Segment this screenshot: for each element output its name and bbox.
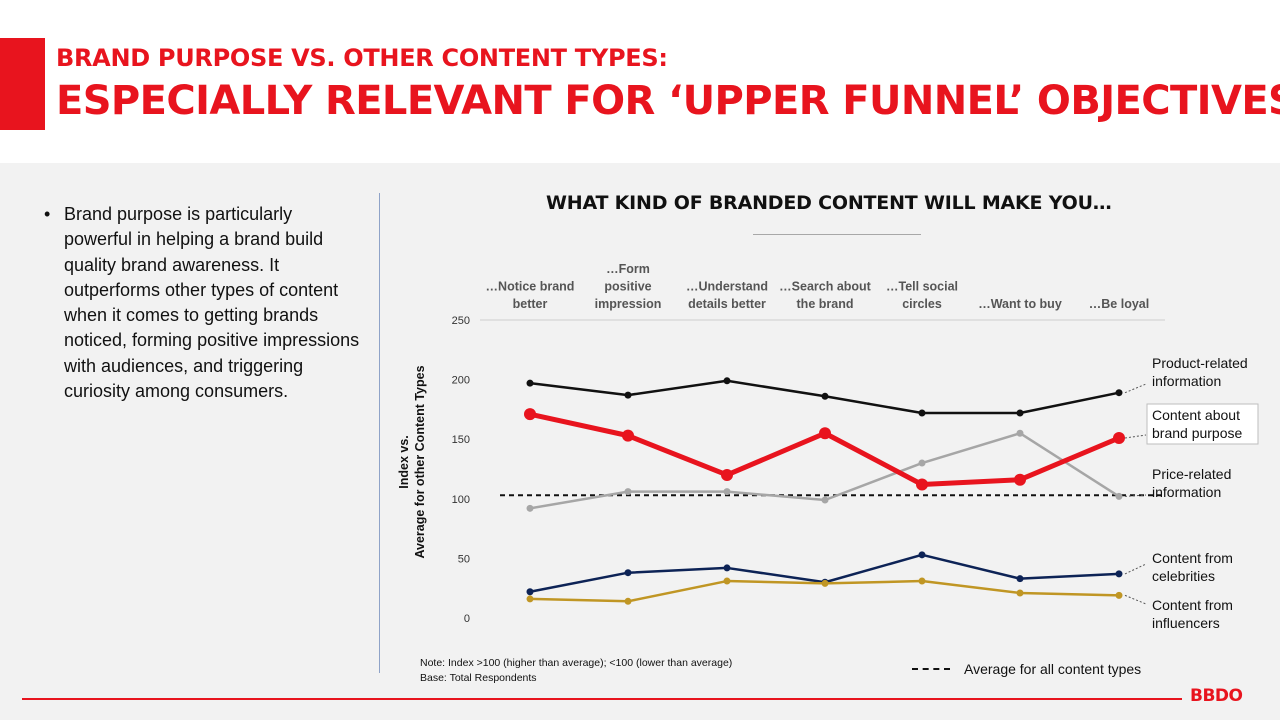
data-point-s3 [1115,570,1123,578]
series-label: Content about brand purpose [1152,407,1243,441]
category-label: …Want to buy [978,297,1062,311]
data-point-s0 [918,409,926,417]
series-line-1 [529,411,1120,487]
category-label: …Notice brand better [486,280,575,312]
header-band: BRAND PURPOSE VS. OTHER CONTENT TYPES: E… [0,0,1280,163]
data-point-s4 [918,577,926,585]
data-point-s0 [624,391,632,399]
data-point-s2 [1115,492,1123,500]
y-tick-label: 200 [452,375,470,387]
category-label: …Tell social circles [886,280,958,312]
data-point-s1 [1113,432,1125,445]
data-point-s0 [526,379,534,387]
legend-average: Average for all content types [912,661,1141,677]
legend-average-label: Average for all content types [964,661,1142,677]
series-label: Content from influencers [1152,597,1233,631]
bbdo-logo: BBDO [1190,686,1243,706]
category-label: …Search about the brand [779,280,872,312]
base-text: Base: Total Respondents [420,672,537,684]
y-tick-label: 150 [452,434,470,446]
bullet-list: Brand purpose is particularly powerful i… [42,202,362,404]
legend-dash-swatch [912,668,950,670]
series-label: Product-related information [1152,355,1248,389]
data-point-s4 [526,595,534,603]
chart-title: WHAT KIND OF BRANDED CONTENT WILL MAKE Y… [546,192,1112,214]
data-point-s4 [1115,591,1123,599]
data-point-s0 [1016,409,1024,417]
data-point-s2 [526,504,534,512]
data-point-s2 [723,488,731,496]
y-tick-label: 0 [464,613,470,625]
data-point-s2 [624,488,632,496]
category-label: …Understand details better [686,280,768,312]
red-accent-block [0,38,45,130]
series-label-box [1146,403,1259,445]
series-label-leader [1124,494,1147,497]
data-point-s4 [821,579,829,587]
data-point-s2 [821,496,829,504]
category-label: …Be loyal [1089,297,1149,311]
series-label-leader [1124,434,1147,439]
page-title-line1: BRAND PURPOSE VS. OTHER CONTENT TYPES: [56,44,668,72]
category-label: …Form positive impression [595,262,662,311]
data-point-s2 [918,459,926,467]
line-chart: 0 50 100 150 200 250 Index vs. Average for othe… [397,262,1259,631]
data-point-s0 [723,377,731,385]
series-label-leader [1124,383,1147,394]
data-point-s3 [1016,575,1024,583]
data-point-s3 [624,569,632,577]
series-label: Price-related information [1152,466,1231,500]
data-point-s1 [819,427,831,440]
series-label-leader [1124,594,1147,605]
data-point-s0 [1115,389,1123,397]
data-point-s4 [624,597,632,605]
data-point-s4 [1016,589,1024,597]
series-label-leader [1124,563,1147,575]
footer-divider [22,698,1182,700]
y-tick-label: 100 [452,494,470,506]
y-tick-label: 250 [452,315,470,327]
bullet-item: Brand purpose is particularly powerful i… [42,202,362,404]
data-point-s1 [524,408,536,421]
data-point-s1 [721,468,733,481]
page-title-line2: ESPECIALLY RELEVANT FOR ‘UPPER FUNNEL’ O… [56,78,1280,124]
note-text: Note: Index >100 (higher than average); … [420,657,733,669]
data-point-s0 [821,392,829,400]
vertical-divider [379,193,380,673]
data-point-s1 [622,429,634,442]
y-axis-label: Index vs. Average for other Content Types [397,365,427,558]
data-point-s3 [526,588,534,596]
data-point-s3 [723,564,731,572]
data-point-s1 [1014,473,1026,486]
data-point-s2 [1016,429,1024,437]
series-label: Content from celebrities [1152,550,1233,584]
data-point-s4 [723,577,731,585]
data-point-s1 [916,478,928,491]
chart-title-underline [753,234,921,235]
y-tick-label: 50 [458,553,470,565]
data-point-s3 [918,551,926,559]
